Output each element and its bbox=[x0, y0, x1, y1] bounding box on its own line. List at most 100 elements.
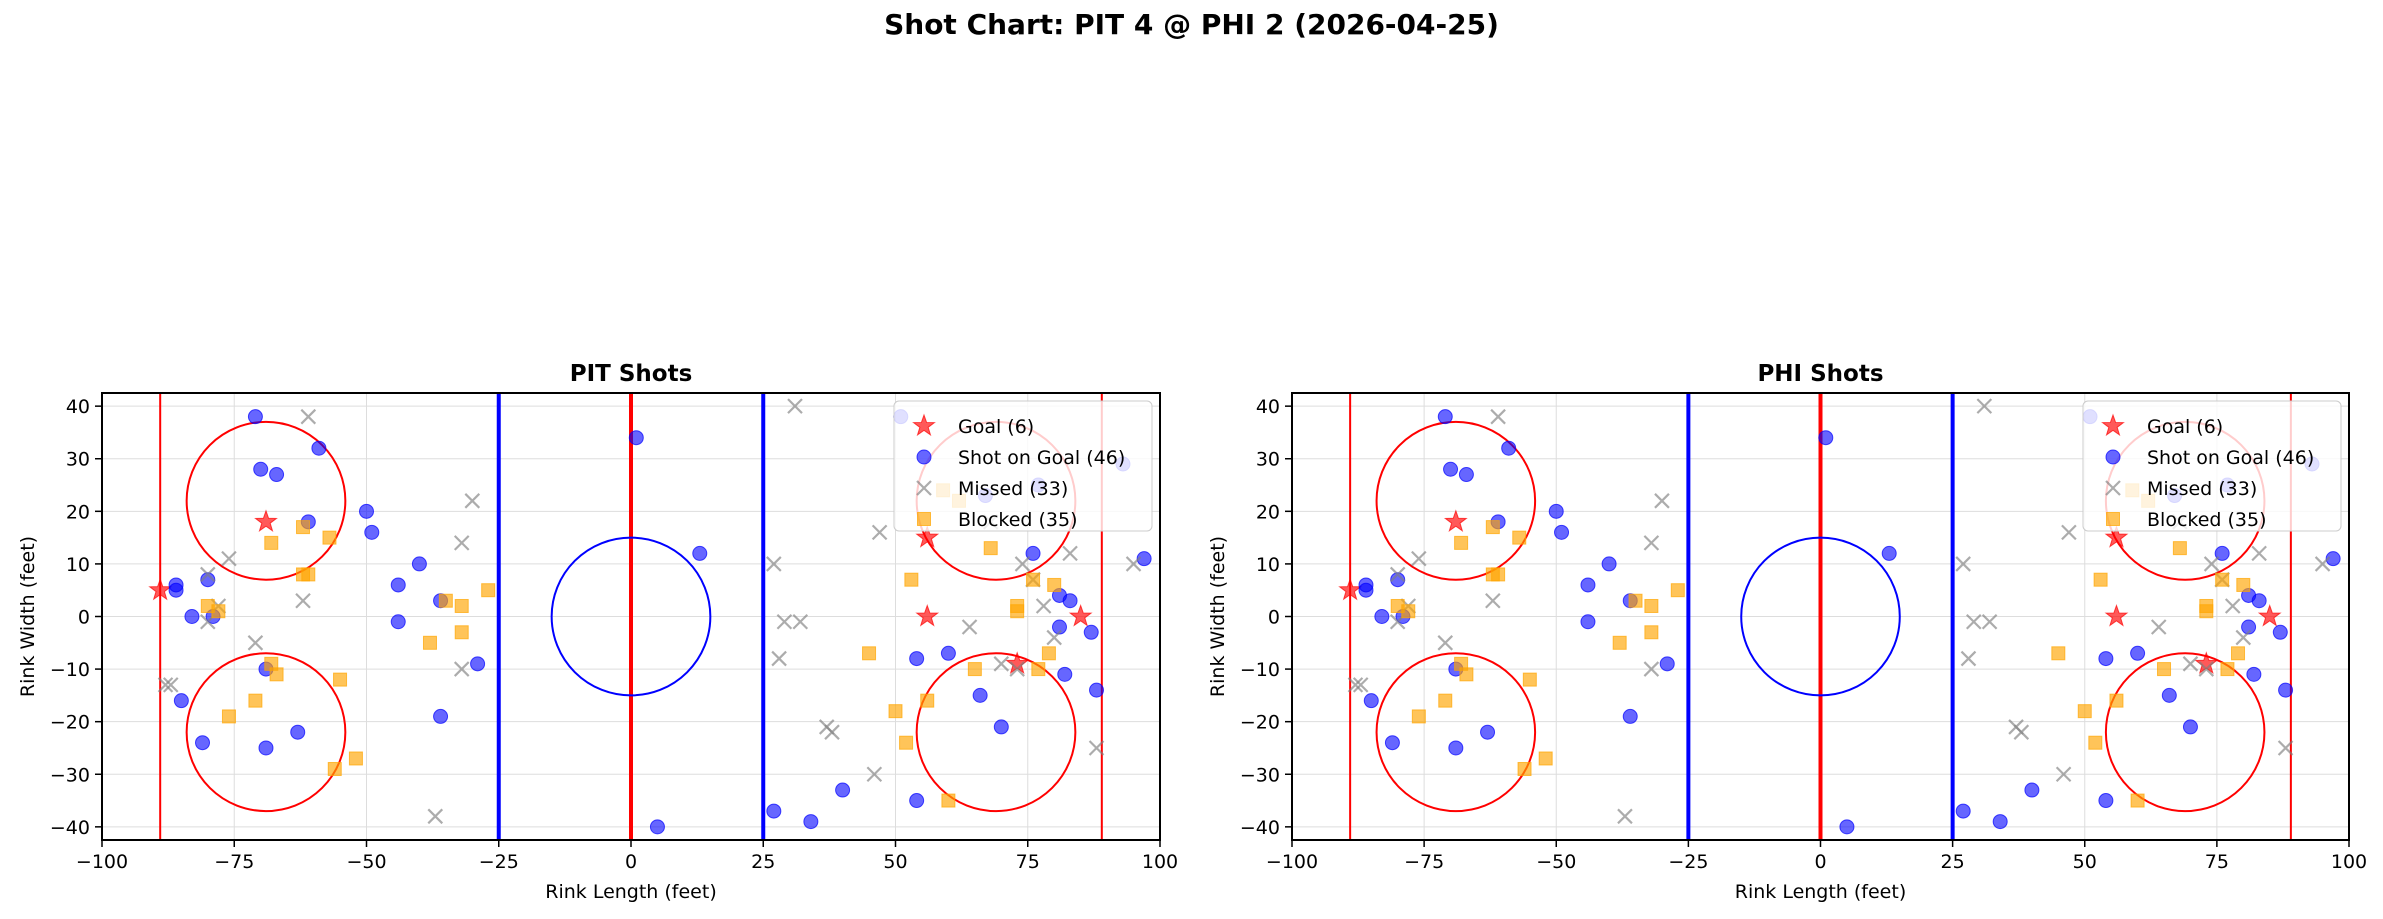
point-circle bbox=[1443, 461, 1459, 477]
point-x bbox=[2235, 629, 2252, 646]
point-circle bbox=[1384, 735, 1400, 751]
point-circle bbox=[2182, 719, 2198, 735]
point-star bbox=[915, 525, 940, 548]
point-square bbox=[211, 604, 226, 619]
point-x bbox=[221, 550, 237, 567]
x-tick-label: 100 bbox=[2331, 851, 2367, 873]
point-circle bbox=[359, 503, 374, 519]
point-x bbox=[1088, 740, 1105, 756]
point-x bbox=[871, 524, 888, 541]
point-circle bbox=[1437, 409, 1453, 425]
legend: Goal (6) Shot on Goal (46) Missed (33) Bloc… bbox=[2082, 400, 2342, 532]
point-x bbox=[766, 556, 782, 572]
point-x bbox=[1352, 677, 1369, 693]
point-x bbox=[1617, 808, 1633, 825]
point-x bbox=[1014, 556, 1031, 572]
point-x bbox=[2182, 656, 2199, 672]
point-square bbox=[327, 762, 342, 777]
point-star bbox=[1443, 509, 1468, 532]
point-circle bbox=[1448, 740, 1464, 756]
point-square bbox=[1454, 535, 1469, 550]
point-circle bbox=[390, 577, 406, 593]
x-tick-label: 0 bbox=[1814, 851, 1826, 873]
point-square bbox=[1491, 567, 1506, 582]
legend-marker-star bbox=[912, 413, 936, 437]
faceoff-circle bbox=[185, 652, 347, 813]
point-circle bbox=[1881, 545, 1897, 561]
point-circle bbox=[1839, 819, 1855, 835]
point-x bbox=[247, 635, 264, 651]
point-x bbox=[2277, 740, 2294, 756]
point-square bbox=[269, 667, 284, 682]
y-tick-label: −20 bbox=[1240, 712, 1280, 734]
point-square bbox=[264, 535, 279, 550]
point-x bbox=[464, 493, 481, 509]
point-x bbox=[2314, 556, 2331, 572]
legend-label: Blocked (35) bbox=[2147, 509, 2267, 531]
point-x bbox=[162, 677, 179, 693]
point-square bbox=[2172, 541, 2187, 556]
y-tick-label: −30 bbox=[1240, 764, 1280, 786]
point-square bbox=[333, 672, 348, 687]
point-circle bbox=[195, 735, 211, 751]
x-tick-label: −75 bbox=[1404, 851, 1444, 873]
faceoff-circle bbox=[1375, 652, 1537, 813]
point-circle bbox=[364, 524, 380, 540]
point-circle bbox=[1622, 708, 1638, 724]
faceoff-circle bbox=[2104, 652, 2266, 813]
point-square bbox=[454, 598, 469, 613]
point-circle bbox=[909, 793, 925, 809]
point-star bbox=[915, 603, 940, 627]
point-square bbox=[322, 530, 337, 545]
point-square bbox=[888, 704, 903, 719]
legend-box bbox=[2082, 400, 2342, 532]
point-circle bbox=[2251, 593, 2267, 609]
point-square bbox=[899, 735, 914, 750]
faceoff-circle bbox=[185, 420, 347, 581]
point-square bbox=[1628, 593, 1643, 608]
point-circle bbox=[1358, 582, 1374, 598]
point-x bbox=[1955, 556, 1971, 572]
point-x bbox=[453, 535, 470, 551]
point-square bbox=[2093, 572, 2108, 587]
point-x bbox=[2150, 619, 2167, 635]
faceoff-circle bbox=[915, 652, 1077, 813]
point-square bbox=[2220, 662, 2235, 677]
point-x bbox=[1643, 661, 1660, 677]
y-tick-label: −10 bbox=[1240, 659, 1280, 681]
point-square bbox=[1517, 762, 1532, 777]
x-tick-label: 25 bbox=[751, 851, 775, 873]
point-circle bbox=[1480, 724, 1496, 740]
x-tick-label: 0 bbox=[625, 851, 637, 873]
point-square bbox=[1512, 530, 1527, 545]
point-star bbox=[2104, 525, 2129, 548]
point-x bbox=[1035, 598, 1052, 614]
y-tick-label: 10 bbox=[66, 554, 90, 576]
point-square bbox=[248, 693, 263, 708]
point-x bbox=[1009, 661, 1025, 677]
legend-marker-circle bbox=[2105, 449, 2121, 465]
point-square bbox=[438, 593, 453, 608]
point-x bbox=[787, 398, 803, 414]
point-square bbox=[1010, 598, 1025, 613]
point-square bbox=[1026, 572, 1041, 587]
point-square bbox=[1459, 667, 1474, 682]
legend-marker-circle bbox=[916, 449, 932, 465]
center-faceoff-circle bbox=[550, 536, 712, 697]
figure-title: Shot Chart: PIT 4 @ PHI 2 (2026-04-25) bbox=[884, 8, 1499, 41]
x-tick-label: −25 bbox=[1668, 851, 1708, 873]
point-x bbox=[1411, 550, 1427, 567]
point-square bbox=[2051, 646, 2066, 661]
x-tick-label: 75 bbox=[1016, 851, 1040, 873]
point-square bbox=[221, 709, 236, 724]
point-circle bbox=[2246, 666, 2262, 682]
point-square bbox=[2088, 735, 2103, 750]
point-square bbox=[2199, 598, 2214, 613]
point-star bbox=[254, 509, 278, 532]
y-tick-label: 0 bbox=[1268, 607, 1280, 629]
point-x bbox=[2251, 545, 2267, 562]
point-square bbox=[296, 520, 311, 535]
point-square bbox=[1644, 625, 1659, 640]
point-x bbox=[2061, 524, 2077, 541]
point-circle bbox=[247, 409, 263, 425]
